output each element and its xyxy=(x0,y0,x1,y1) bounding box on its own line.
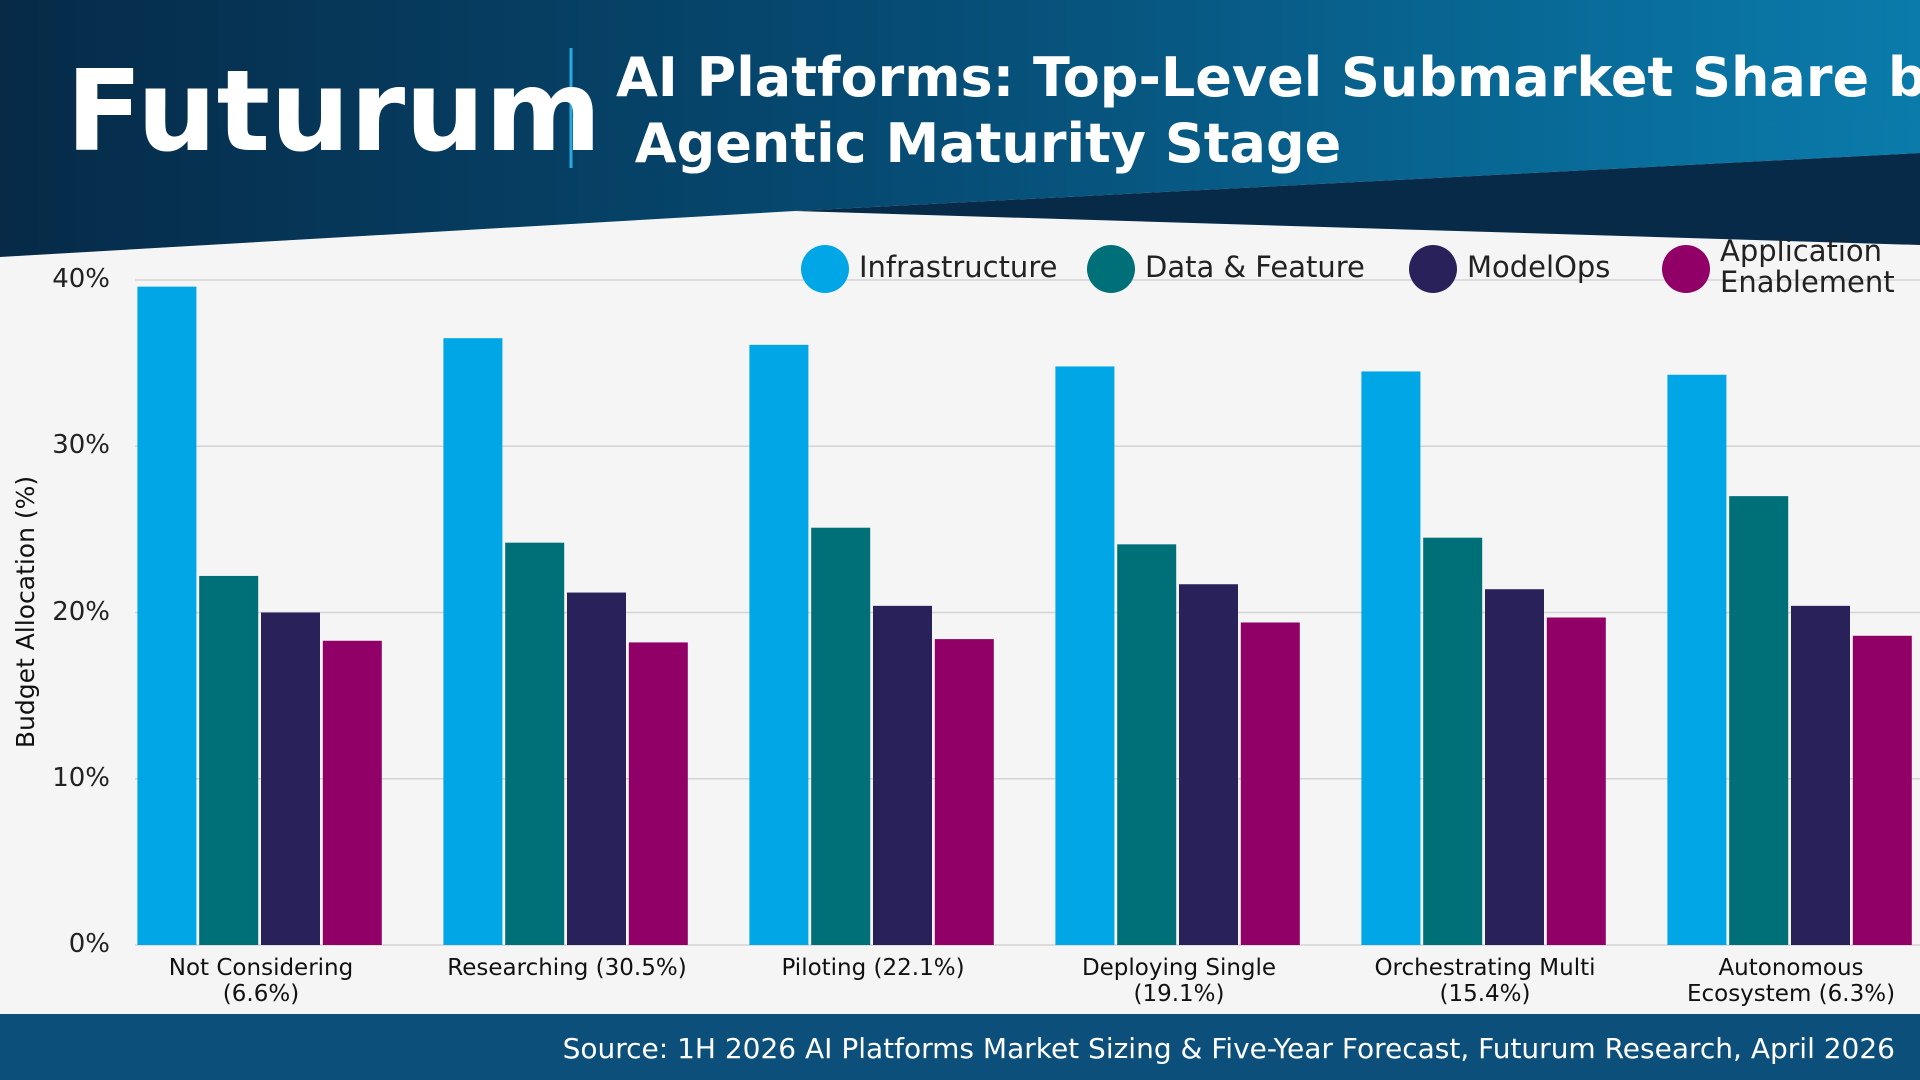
bar xyxy=(261,612,320,945)
bar xyxy=(1117,544,1177,945)
brand-logo: Futurum xyxy=(66,47,602,177)
bar xyxy=(628,642,688,945)
x-tick-label: Researching (30.5%) xyxy=(447,955,687,981)
y-tick-label: 40% xyxy=(52,264,110,294)
bar xyxy=(1240,622,1300,945)
footer-band xyxy=(0,1014,1920,1080)
legend-swatch xyxy=(1662,245,1710,293)
bar xyxy=(505,542,565,945)
bar xyxy=(443,338,503,945)
bar xyxy=(1485,589,1544,945)
x-tick-label: Deploying Single (19.1%) xyxy=(1081,955,1277,1007)
bar xyxy=(1667,374,1727,945)
legend-label: Data & Feature xyxy=(1145,249,1365,284)
bar xyxy=(567,592,626,945)
legend-label: Infrastructure xyxy=(859,249,1058,284)
y-tick-label: 0% xyxy=(68,929,110,959)
chart-title: AI Platforms: Top-Level Submarket Share … xyxy=(616,46,1920,175)
source-note: Source: 1H 2026 AI Platforms Market Sizi… xyxy=(563,1032,1895,1065)
bar xyxy=(1852,635,1912,945)
bar xyxy=(322,640,382,945)
legend-swatch xyxy=(1087,245,1135,293)
x-tick-label: Not Considering (6.6%) xyxy=(168,955,354,1007)
y-tick-label: 20% xyxy=(52,596,110,627)
bar xyxy=(749,344,809,945)
x-tick-label: Piloting (22.1%) xyxy=(781,955,965,981)
bar xyxy=(137,286,197,945)
bar xyxy=(811,527,871,945)
bar xyxy=(1423,537,1483,945)
bar xyxy=(1546,617,1606,945)
bar xyxy=(1055,366,1115,945)
bar xyxy=(1179,584,1238,945)
bar xyxy=(873,605,932,945)
bar xyxy=(1361,371,1421,945)
header-wedge xyxy=(795,153,1920,245)
x-tick-label: Orchestrating Multi (15.4%) xyxy=(1374,955,1596,1007)
header-band xyxy=(0,0,1920,257)
legend-label: ModelOps xyxy=(1467,249,1611,284)
bar xyxy=(934,639,994,945)
y-axis-label: Budget Allocation (%) xyxy=(11,476,40,748)
legend-swatch xyxy=(801,245,849,293)
legend-swatch xyxy=(1409,245,1457,293)
bar xyxy=(1729,496,1789,945)
y-tick-label: 10% xyxy=(52,762,110,793)
x-tick-label: Autonomous Ecosystem (6.3%) xyxy=(1686,955,1896,1007)
legend-label: Application Enablement xyxy=(1720,234,1895,299)
bar xyxy=(1791,605,1850,945)
y-tick-label: 30% xyxy=(52,430,110,461)
bar xyxy=(199,575,259,945)
